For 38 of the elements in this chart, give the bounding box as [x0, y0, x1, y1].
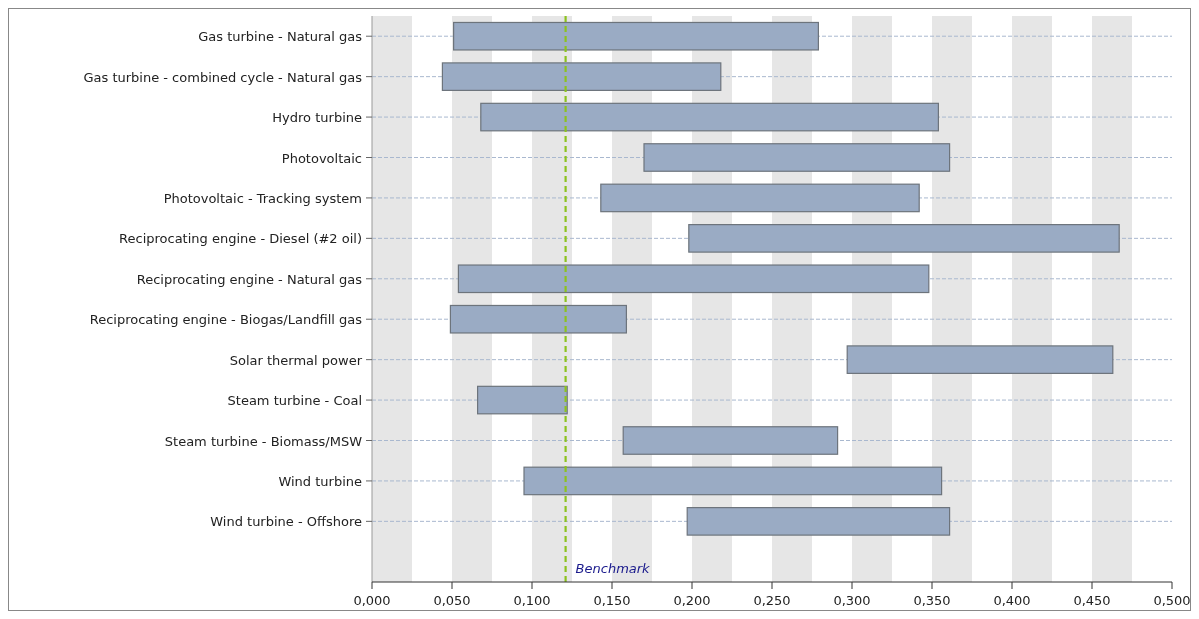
bar	[480, 102, 939, 132]
x-tick-label: 0,050	[433, 593, 471, 608]
bar	[686, 507, 951, 536]
x-tick-label: 0,000	[353, 593, 391, 608]
bar	[441, 62, 722, 91]
bar	[600, 183, 920, 213]
y-tick-label: Solar thermal power	[229, 352, 363, 368]
y-tick-label: Reciprocating engine - Diesel (#2 oil)	[119, 231, 362, 247]
x-tick-label: 0,450	[1073, 593, 1111, 608]
y-tick-label: Hydro turbine	[272, 110, 362, 126]
bar	[688, 224, 1120, 253]
y-tick-label: Steam turbine - Coal	[227, 393, 362, 409]
x-tick-label: 0,350	[913, 593, 951, 608]
bar	[449, 304, 627, 334]
bar	[622, 426, 839, 455]
ref-line-label: Benchmark	[575, 561, 651, 576]
x-tick-label: 0,400	[993, 593, 1031, 608]
x-tick-label: 0,250	[753, 593, 791, 608]
y-tick-label: Reciprocating engine - Biogas/Landfill gas	[89, 312, 363, 328]
y-tick-label: Gas turbine - Natural gas	[198, 29, 363, 45]
y-tick-label: Photovoltaic - Tracking system	[163, 190, 362, 206]
bar	[477, 385, 568, 415]
bar	[643, 143, 951, 172]
x-tick-label: 0,300	[833, 593, 871, 608]
bar	[453, 21, 819, 51]
bar	[523, 466, 943, 496]
x-tick-label: 0,200	[673, 593, 711, 608]
x-tick-label: 0,150	[593, 593, 631, 608]
y-tick-label: Photovoltaic	[281, 150, 362, 166]
y-tick-label: Gas turbine - combined cycle - Natural gas	[83, 69, 363, 85]
x-tick-label: 0,100	[513, 593, 551, 608]
y-tick-label: Wind turbine	[278, 473, 362, 489]
bar	[457, 264, 930, 294]
bar	[846, 345, 1114, 374]
y-tick-label: Steam turbine - Biomass/MSW	[164, 433, 363, 449]
x-tick-label: 0,500	[1153, 593, 1191, 608]
y-tick-label: Reciprocating engine - Natural gas	[136, 271, 363, 287]
y-tick-label: Wind turbine - Offshore	[210, 514, 362, 530]
